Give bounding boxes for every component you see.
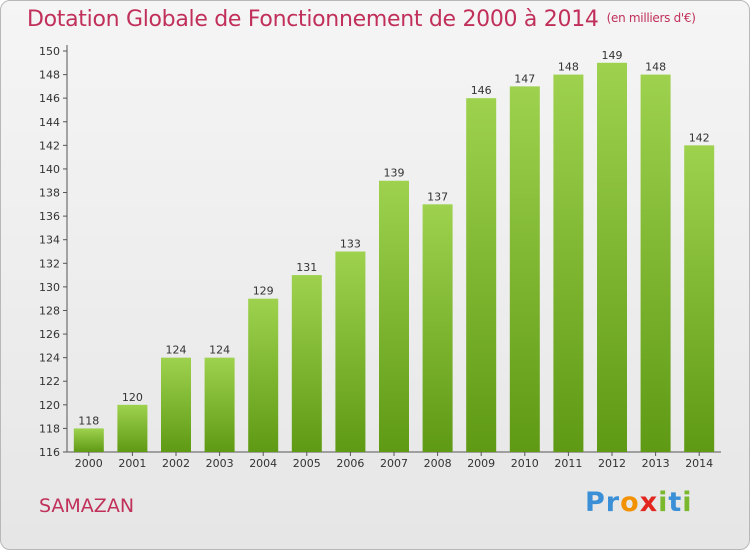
bar [204, 357, 235, 452]
data-label: 124 [209, 344, 230, 357]
data-label: 133 [340, 238, 361, 251]
y-tick-label: 150 [39, 45, 60, 58]
bar [379, 180, 409, 452]
y-tick-label: 122 [39, 375, 60, 388]
title-text: Dotation Globale de Fonctionnement de 20… [27, 7, 599, 32]
data-label: 146 [471, 84, 492, 97]
bar [553, 74, 584, 453]
x-axis: 2000 2001 2002 2003 2004 2005 2006 2007 2008 2009… [67, 451, 721, 470]
y-tick-label: 130 [39, 281, 60, 294]
data-label: 137 [427, 190, 448, 203]
x-tick-label: 2014 [685, 457, 713, 470]
data-label: 148 [558, 61, 579, 74]
x-tick-label: 2000 [75, 457, 103, 470]
y-tick-label: 144 [39, 116, 60, 129]
x-tick-label: 2001 [118, 457, 146, 470]
bar [73, 428, 104, 452]
x-tick-label: 2007 [380, 457, 408, 470]
x-tick-label: 2009 [467, 457, 495, 470]
y-tick-label: 126 [39, 328, 60, 341]
y-axis: 116 118 120 122 124 126 128 130 132 134 136 138 140 1… [39, 45, 68, 459]
bar [640, 74, 671, 453]
data-label: 118 [78, 414, 99, 427]
bar [684, 145, 715, 452]
y-tick-label: 128 [39, 304, 60, 317]
y-tick-label: 148 [39, 69, 60, 82]
data-label: 129 [253, 285, 274, 298]
x-tick-label: 2005 [293, 457, 321, 470]
x-tick-label: 2006 [336, 457, 364, 470]
logo-letter: x [639, 487, 659, 518]
bar [117, 404, 148, 452]
y-tick-label: 134 [39, 234, 60, 247]
y-tick-label: 138 [39, 187, 60, 200]
logo-letter: i [682, 487, 693, 518]
commune-name: SAMAZAN [39, 495, 135, 517]
x-tick-label: 2008 [424, 457, 452, 470]
chart-title: Dotation Globale de Fonctionnement de 20… [27, 7, 696, 32]
bar [161, 357, 191, 452]
x-tick-label: 2011 [554, 457, 582, 470]
bar [248, 298, 279, 452]
logo-letter: P [585, 487, 606, 518]
data-label: 124 [166, 344, 187, 357]
logo-letter: r [605, 487, 621, 518]
bars: 118 120 124 124 129 131 133 139 137 146 147 148 149 1… [73, 49, 715, 453]
y-tick-label: 146 [39, 92, 60, 105]
x-tick-label: 2003 [206, 457, 234, 470]
y-tick-label: 124 [39, 352, 60, 365]
bar [422, 204, 453, 452]
data-label: 131 [296, 261, 317, 274]
bar [466, 98, 497, 453]
y-tick-label: 142 [39, 139, 60, 152]
y-tick-label: 140 [39, 163, 60, 176]
bar [509, 86, 540, 452]
data-label: 147 [514, 72, 535, 85]
y-tick-label: 136 [39, 210, 60, 223]
title-unit: (en milliers d'€) [606, 11, 696, 25]
logo-letter: o [620, 487, 640, 518]
data-label: 139 [384, 167, 405, 180]
proxiti-logo: Proxiti [585, 487, 693, 518]
bar [291, 275, 322, 452]
bar [597, 62, 627, 452]
x-tick-label: 2013 [642, 457, 670, 470]
y-tick-label: 120 [39, 399, 60, 412]
x-tick-label: 2002 [162, 457, 190, 470]
logo-letter: i [658, 487, 669, 518]
y-tick-label: 118 [39, 422, 60, 435]
y-tick-label: 132 [39, 257, 60, 270]
data-label: 120 [122, 391, 143, 404]
data-label: 149 [602, 49, 623, 62]
bar [335, 251, 366, 452]
x-tick-label: 2004 [249, 457, 277, 470]
data-label: 142 [689, 131, 710, 144]
logo-letter: t [668, 487, 683, 518]
x-tick-label: 2012 [598, 457, 626, 470]
x-tick-label: 2010 [511, 457, 539, 470]
data-label: 148 [645, 61, 666, 74]
y-tick-label: 116 [39, 446, 60, 459]
